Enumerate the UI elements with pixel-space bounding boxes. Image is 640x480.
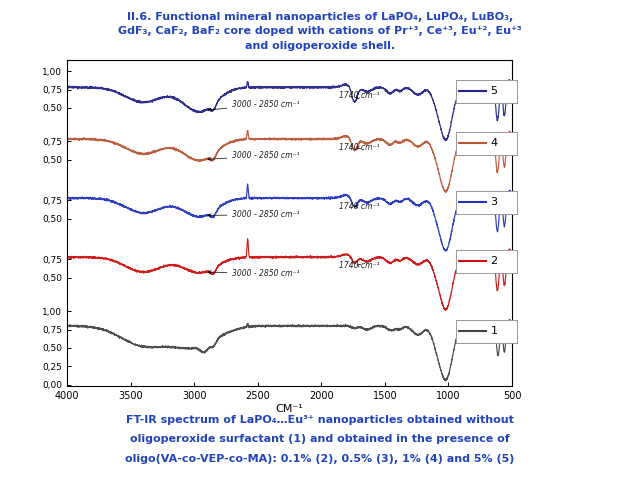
Text: 1: 1 — [490, 326, 497, 336]
Text: 3000 - 2850 cm⁻¹: 3000 - 2850 cm⁻¹ — [208, 210, 300, 219]
Text: and oligoperoxide shell.: and oligoperoxide shell. — [245, 41, 395, 51]
Text: GdF₃, CaF₂, BaF₂ core doped with cations of Pr⁺³, Ce⁺³, Eu⁺², Eu⁺³: GdF₃, CaF₂, BaF₂ core doped with cations… — [118, 26, 522, 36]
Text: 1740 cm⁻¹: 1740 cm⁻¹ — [339, 143, 380, 152]
Text: FT-IR spectrum of LaPO₄…Eu³⁺ nanoparticles obtained without: FT-IR spectrum of LaPO₄…Eu³⁺ nanoparticl… — [126, 415, 514, 425]
Text: 1740 cm⁻¹: 1740 cm⁻¹ — [339, 261, 380, 270]
Text: 4: 4 — [490, 138, 497, 148]
Text: 3000 - 2850 cm⁻¹: 3000 - 2850 cm⁻¹ — [208, 99, 300, 111]
Text: 1740 cm⁻¹: 1740 cm⁻¹ — [339, 91, 380, 100]
Text: 5: 5 — [490, 86, 497, 96]
X-axis label: CM⁻¹: CM⁻¹ — [276, 404, 303, 414]
Text: 1740 cm⁻¹: 1740 cm⁻¹ — [339, 202, 380, 211]
Text: 3: 3 — [490, 197, 497, 207]
Text: oligoperoxide surfactant (1) and obtained in the presence of: oligoperoxide surfactant (1) and obtaine… — [130, 434, 510, 444]
Text: oligo(VA-co-VEP-co-MA): 0.1% (2), 0.5% (3), 1% (4) and 5% (5): oligo(VA-co-VEP-co-MA): 0.1% (2), 0.5% (… — [125, 454, 515, 464]
Text: II.6. Functional mineral nanoparticles of LaPO₄, LuPO₄, LuBO₃,: II.6. Functional mineral nanoparticles o… — [127, 12, 513, 22]
Text: 3000 - 2850 cm⁻¹: 3000 - 2850 cm⁻¹ — [208, 151, 300, 161]
Text: 3000 - 2850 cm⁻¹: 3000 - 2850 cm⁻¹ — [208, 269, 300, 278]
Text: 2: 2 — [490, 256, 497, 266]
